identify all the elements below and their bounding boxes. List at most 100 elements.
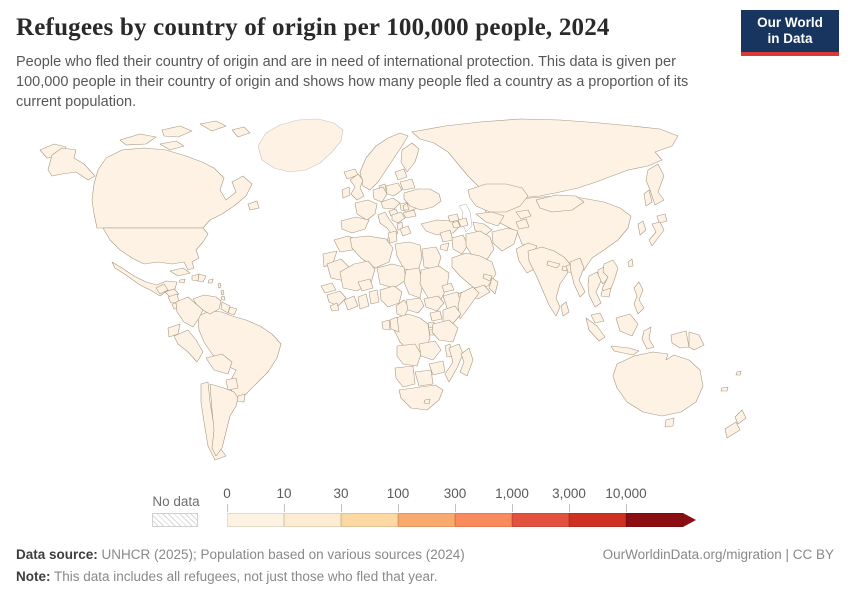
country-libya[interactable] <box>394 241 423 272</box>
legend-bin[interactable] <box>284 513 341 527</box>
country-argentina[interactable] <box>209 383 239 457</box>
country-tasmania[interactable] <box>664 417 675 428</box>
country-dominican-republic[interactable] <box>197 273 207 283</box>
country-angola[interactable] <box>396 343 422 367</box>
country-newfoundland[interactable] <box>247 200 260 211</box>
country-mexico[interactable] <box>111 261 178 297</box>
country-azerbaijan[interactable] <box>457 217 469 228</box>
country-uganda[interactable] <box>429 310 443 322</box>
country-tanzania[interactable] <box>431 319 459 343</box>
country-indonesia-sumatra[interactable] <box>585 317 606 342</box>
country-mozambique[interactable] <box>444 343 464 383</box>
country-eritrea[interactable] <box>441 282 455 293</box>
country-thailand[interactable] <box>587 271 602 308</box>
legend-bin[interactable] <box>569 513 626 527</box>
country-iran[interactable] <box>465 230 495 262</box>
country-somalia[interactable] <box>457 286 480 320</box>
country-guinea[interactable] <box>326 290 347 307</box>
country-puerto-rico[interactable] <box>207 278 214 284</box>
legend-bin[interactable] <box>341 513 398 527</box>
country-spain[interactable] <box>340 216 370 234</box>
legend-bin[interactable] <box>227 513 284 527</box>
country-nigeria[interactable] <box>379 285 403 308</box>
country-ivory-coast[interactable] <box>343 295 359 311</box>
country-france[interactable] <box>354 199 378 221</box>
country-uae[interactable] <box>482 273 493 282</box>
country-arctic-islands[interactable] <box>199 120 227 132</box>
country-canada[interactable] <box>91 147 253 229</box>
country-chile[interactable] <box>200 381 227 461</box>
country-alaska[interactable] <box>47 147 96 181</box>
country-jordan[interactable] <box>439 242 450 252</box>
country-guatemala[interactable] <box>155 283 169 295</box>
country-russia[interactable] <box>411 118 679 199</box>
country-ukraine[interactable] <box>403 188 442 211</box>
country-indonesia-papua[interactable] <box>670 330 690 349</box>
country-cuba[interactable] <box>169 267 191 277</box>
country-zimbabwe[interactable] <box>428 360 446 376</box>
country-arctic-islands[interactable] <box>119 133 157 146</box>
country-malaysia[interactable] <box>590 312 605 324</box>
country-senegal[interactable] <box>320 282 337 294</box>
country-central-african-republic[interactable] <box>405 297 425 314</box>
country-bulgaria[interactable] <box>402 209 417 219</box>
country-kyrgyzstan[interactable] <box>515 209 532 220</box>
country-lesser-antilles[interactable] <box>220 289 225 296</box>
country-italy[interactable] <box>377 211 399 237</box>
country-fiji[interactable] <box>735 370 742 376</box>
country-sakhalin[interactable] <box>643 189 653 207</box>
country-mongolia[interactable] <box>535 194 585 213</box>
country-namibia[interactable] <box>394 365 416 388</box>
country-kazakhstan[interactable] <box>467 183 529 213</box>
country-south-africa[interactable] <box>398 384 444 411</box>
country-gabon[interactable] <box>381 319 391 331</box>
country-egypt[interactable] <box>421 246 442 271</box>
country-japan-hokkaido[interactable] <box>656 213 668 224</box>
country-new-zealand-south[interactable] <box>724 421 741 439</box>
country-papua-new-guinea[interactable] <box>688 331 705 351</box>
country-ghana[interactable] <box>357 293 370 310</box>
country-indonesia-java[interactable] <box>610 345 640 356</box>
country-sri-lanka[interactable] <box>560 301 570 317</box>
country-germany[interactable] <box>372 186 388 203</box>
country-uzbekistan[interactable] <box>475 211 505 227</box>
country-botswana[interactable] <box>414 369 434 387</box>
country-afghanistan[interactable] <box>491 227 519 252</box>
country-sudan[interactable] <box>419 265 450 302</box>
country-poland[interactable] <box>385 182 403 197</box>
country-suriname[interactable] <box>227 306 238 316</box>
country-moldova[interactable] <box>402 202 410 211</box>
country-norway-sweden[interactable] <box>359 132 409 191</box>
country-paraguay[interactable] <box>225 377 239 391</box>
owid-link[interactable]: OurWorldinData.org/migration | CC BY <box>602 547 834 562</box>
country-myanmar[interactable] <box>569 257 586 298</box>
legend-bin[interactable] <box>455 513 512 527</box>
country-indonesia-borneo[interactable] <box>615 313 639 337</box>
country-armenia[interactable] <box>451 220 461 229</box>
country-tunisia[interactable] <box>387 230 398 244</box>
country-ireland[interactable] <box>341 186 351 199</box>
country-taiwan[interactable] <box>627 258 634 268</box>
country-niger[interactable] <box>376 263 407 289</box>
legend-bin[interactable] <box>626 513 683 527</box>
country-cambodia[interactable] <box>600 287 612 298</box>
country-cameroon[interactable] <box>395 299 410 318</box>
country-saudi-arabia[interactable] <box>451 252 497 289</box>
country-jamaica[interactable] <box>178 278 186 284</box>
country-belarus[interactable] <box>399 178 416 191</box>
country-iraq[interactable] <box>451 234 469 255</box>
country-united-kingdom[interactable] <box>349 173 365 201</box>
country-lesser-antilles[interactable] <box>217 282 222 289</box>
country-new-zealand-north[interactable] <box>734 409 747 425</box>
legend-bin[interactable] <box>398 513 455 527</box>
country-burkina-faso[interactable] <box>357 278 374 292</box>
country-arctic-islands[interactable] <box>231 126 251 138</box>
country-arctic-islands[interactable] <box>159 140 185 151</box>
country-japan[interactable] <box>648 221 665 247</box>
legend-bin[interactable] <box>512 513 569 527</box>
country-colombia[interactable] <box>175 296 204 328</box>
country-indonesia-sulawesi[interactable] <box>641 326 655 350</box>
country-finland[interactable] <box>400 142 420 173</box>
country-bosnia-serbia[interactable] <box>391 211 406 224</box>
legend-no-data-swatch[interactable] <box>152 513 198 527</box>
